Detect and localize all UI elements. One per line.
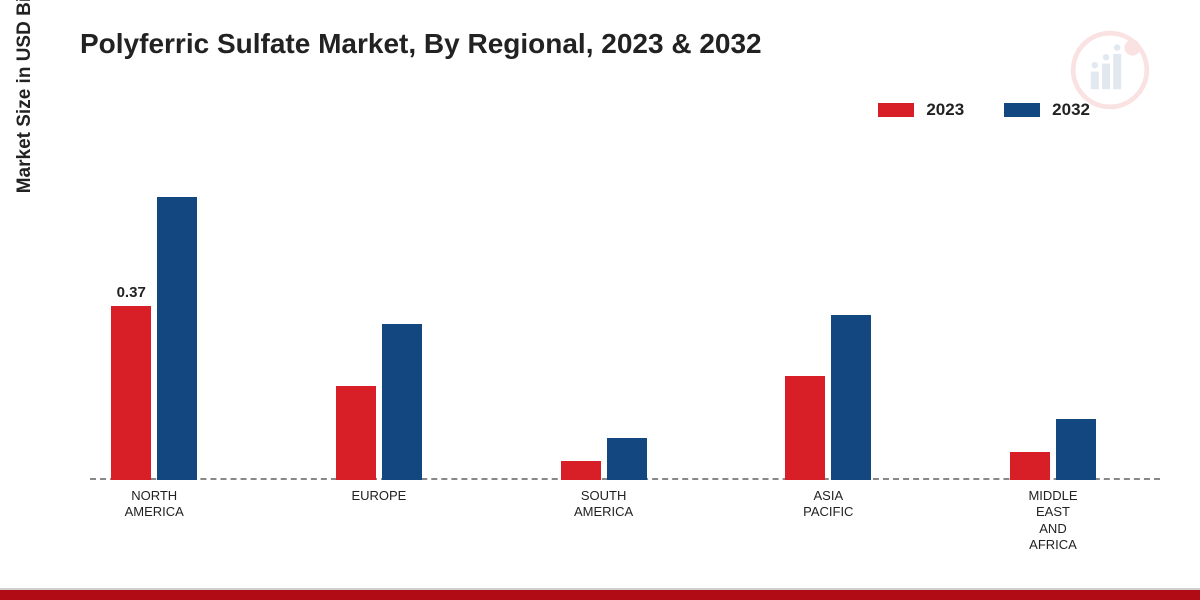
- x-axis-category-label: NORTH AMERICA: [94, 488, 214, 521]
- legend-swatch-2023: [878, 103, 914, 117]
- legend-label-2032: 2032: [1052, 100, 1090, 120]
- chart-plot-area: 0.37: [90, 150, 1160, 480]
- bar: [157, 197, 197, 480]
- bar: [561, 461, 601, 480]
- bar-value-label: 0.37: [117, 284, 146, 301]
- bar-group: 0.37: [94, 197, 214, 480]
- x-axis-category-label: SOUTH AMERICA: [544, 488, 664, 521]
- bar-group: [544, 438, 664, 480]
- chart-title: Polyferric Sulfate Market, By Regional, …: [80, 28, 762, 60]
- footer-accent-bar: [0, 590, 1200, 600]
- y-axis-label: Market Size in USD Billion: [14, 0, 36, 193]
- watermark-logo: [1070, 30, 1150, 110]
- bar: [1010, 452, 1050, 480]
- legend-label-2023: 2023: [926, 100, 964, 120]
- legend: 2023 2032: [878, 100, 1090, 120]
- x-axis-category-label: EUROPE: [319, 488, 439, 504]
- bar: [382, 324, 422, 480]
- bar: 0.37: [111, 306, 151, 480]
- bar: [785, 376, 825, 480]
- bar-group: [993, 419, 1113, 480]
- bar-group: [319, 324, 439, 480]
- bar: [1056, 419, 1096, 480]
- legend-item-2023: 2023: [878, 100, 964, 120]
- legend-item-2032: 2032: [1004, 100, 1090, 120]
- x-axis-category-label: ASIA PACIFIC: [768, 488, 888, 521]
- bar-group: [768, 315, 888, 480]
- x-axis-labels: NORTH AMERICA EUROPE SOUTH AMERICA ASIA PAC…: [90, 480, 1160, 580]
- bar: [607, 438, 647, 480]
- legend-swatch-2032: [1004, 103, 1040, 117]
- bar: [336, 386, 376, 480]
- x-axis-category-label: MIDDLE EAST AND AFRICA: [993, 488, 1113, 553]
- bar: [831, 315, 871, 480]
